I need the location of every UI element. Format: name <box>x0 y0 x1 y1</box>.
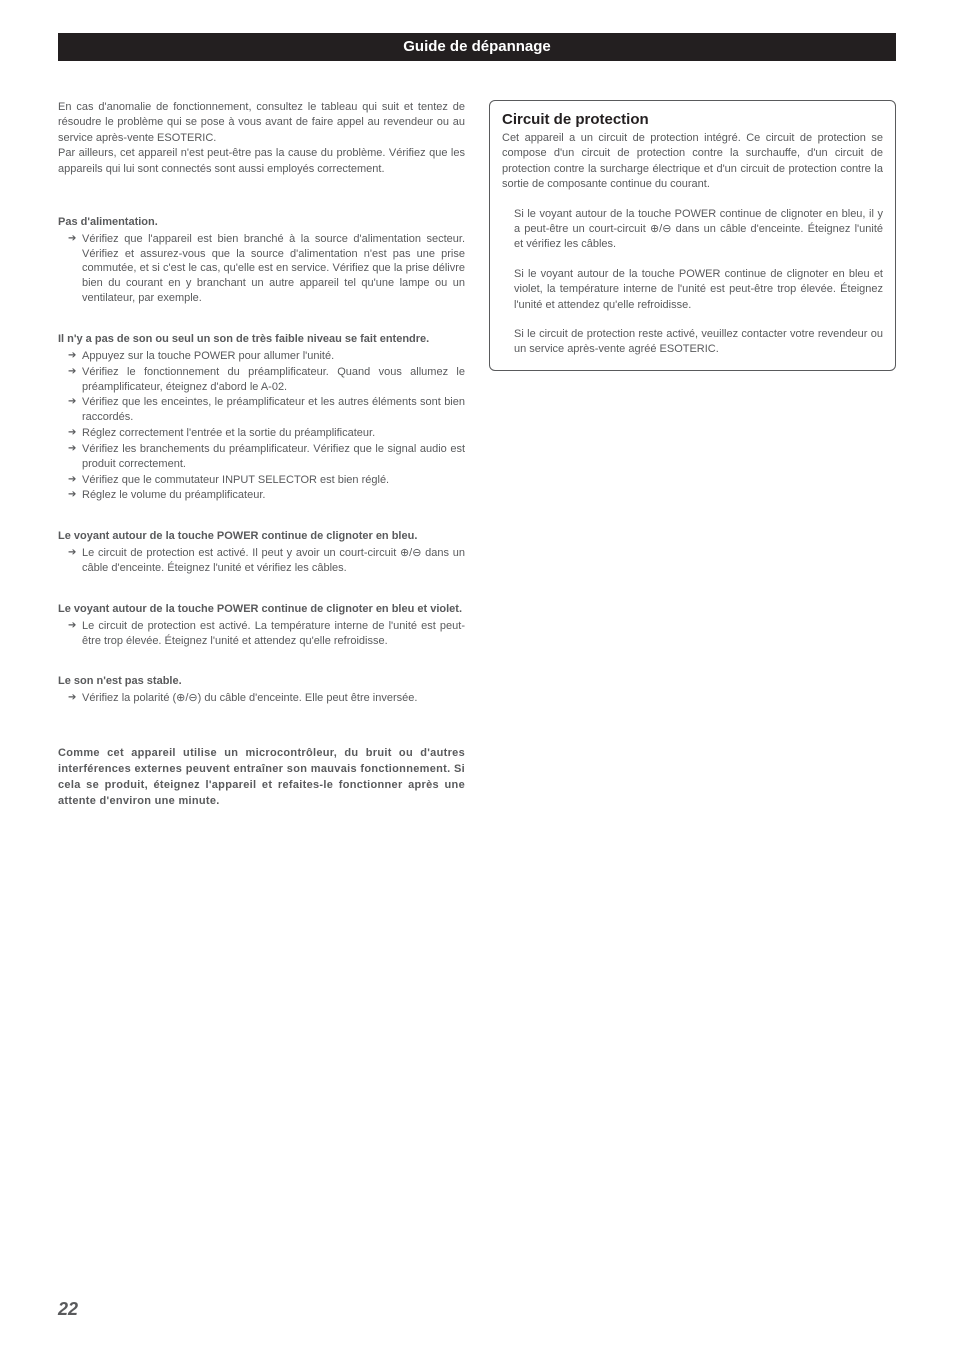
list-item: Appuyez sur la touche POWER pour allumer… <box>58 349 465 364</box>
section-2: Le voyant autour de la touche POWER cont… <box>58 529 465 576</box>
list-item: Vérifiez que l'appareil est bien branché… <box>58 232 465 306</box>
section-heading: Il n'y a pas de son ou seul un son de tr… <box>58 332 465 347</box>
section-1: Il n'y a pas de son ou seul un son de tr… <box>58 332 465 503</box>
protection-box: Circuit de protection Cet appareil a un … <box>489 100 896 371</box>
list-item: Vérifiez que les enceintes, le préamplif… <box>58 395 465 425</box>
box-intro: Cet appareil a un circuit de protection … <box>502 131 883 193</box>
left-column: En cas d'anomalie de fonctionnement, con… <box>58 100 465 810</box>
section-4: Le son n'est pas stable. Vérifiez la pol… <box>58 674 465 706</box>
page-header-title: Guide de dépannage <box>403 38 551 55</box>
bullet-list: Le circuit de protection est activé. La … <box>58 619 465 649</box>
list-item: Vérifiez que le commutateur INPUT SELECT… <box>58 473 465 488</box>
box-paragraph: Si le voyant autour de la touche POWER c… <box>514 267 883 313</box>
bullet-list: Appuyez sur la touche POWER pour allumer… <box>58 349 465 503</box>
page-header-bar: Guide de dépannage <box>58 33 896 61</box>
list-item: Réglez correctement l'entrée et la sorti… <box>58 426 465 441</box>
section-heading: Le voyant autour de la touche POWER cont… <box>58 602 465 617</box>
section-3: Le voyant autour de la touche POWER cont… <box>58 602 465 649</box>
bullet-list: Le circuit de protection est activé. Il … <box>58 546 465 576</box>
section-heading: Le voyant autour de la touche POWER cont… <box>58 529 465 544</box>
list-item: Réglez le volume du préamplificateur. <box>58 488 465 503</box>
list-item: Vérifiez la polarité (⊕/⊖) du câble d'en… <box>58 691 465 706</box>
box-title: Circuit de protection <box>502 111 883 128</box>
right-column: Circuit de protection Cet appareil a un … <box>489 100 896 810</box>
list-item: Vérifiez les branchements du préamplific… <box>58 442 465 472</box>
box-paragraph: Si le voyant autour de la touche POWER c… <box>514 207 883 253</box>
section-0: Pas d'alimentation. Vérifiez que l'appar… <box>58 215 465 306</box>
list-item: Le circuit de protection est activé. Il … <box>58 546 465 576</box>
bold-note: Comme cet appareil utilise un microcontr… <box>58 746 465 810</box>
list-item: Vérifiez le fonctionnement du préamplifi… <box>58 365 465 395</box>
section-heading: Le son n'est pas stable. <box>58 674 465 689</box>
list-item: Le circuit de protection est activé. La … <box>58 619 465 649</box>
page-number: 22 <box>58 1299 78 1320</box>
box-paragraph: Si le circuit de protection reste activé… <box>514 327 883 358</box>
content-area: En cas d'anomalie de fonctionnement, con… <box>58 100 896 810</box>
bullet-list: Vérifiez la polarité (⊕/⊖) du câble d'en… <box>58 691 465 706</box>
intro-paragraph: En cas d'anomalie de fonctionnement, con… <box>58 100 465 177</box>
section-heading: Pas d'alimentation. <box>58 215 465 230</box>
bullet-list: Vérifiez que l'appareil est bien branché… <box>58 232 465 306</box>
